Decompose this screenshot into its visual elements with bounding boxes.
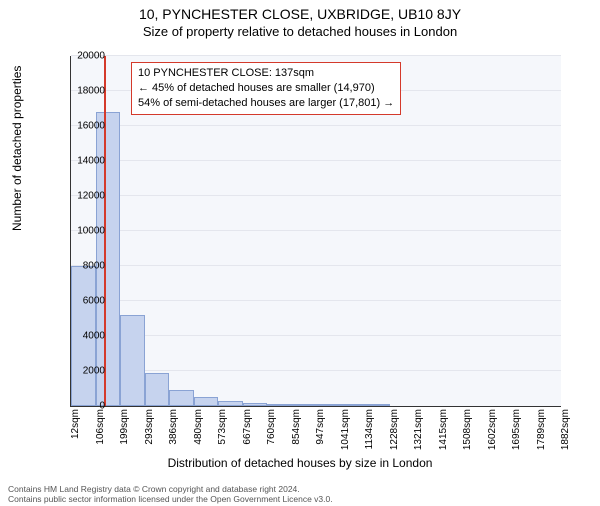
y-tick-label: 6000 <box>65 296 105 307</box>
histogram-bar <box>292 404 317 406</box>
annotation-line: ← 45% of detached houses are smaller (14… <box>138 81 394 96</box>
footer-attribution: Contains HM Land Registry data © Crown c… <box>8 484 333 504</box>
x-axis-label: Distribution of detached houses by size … <box>0 456 600 470</box>
x-tick-label: 1134sqm <box>364 409 375 454</box>
grid-line <box>71 230 561 231</box>
histogram-bar <box>267 404 292 406</box>
histogram-bar <box>194 397 219 406</box>
x-tick-label: 199sqm <box>119 409 130 454</box>
y-tick-label: 8000 <box>65 261 105 272</box>
histogram-bar <box>169 390 194 406</box>
annotation-line: 10 PYNCHESTER CLOSE: 137sqm <box>138 66 394 81</box>
x-tick-label: 667sqm <box>242 409 253 454</box>
footer-line: Contains public sector information licen… <box>8 494 333 504</box>
x-tick-label: 854sqm <box>291 409 302 454</box>
y-tick-label: 20000 <box>65 51 105 62</box>
y-tick-label: 10000 <box>65 226 105 237</box>
x-tick-label: 12sqm <box>70 409 81 454</box>
grid-line <box>71 125 561 126</box>
y-tick-label: 14000 <box>65 156 105 167</box>
annotation-line: 54% of semi-detached houses are larger (… <box>138 96 394 111</box>
x-tick-label: 947sqm <box>315 409 326 454</box>
x-tick-label: 1041sqm <box>340 409 351 454</box>
y-axis-label: Number of detached properties <box>10 66 24 231</box>
chart-plot-area: 10 PYNCHESTER CLOSE: 137sqm← 45% of deta… <box>70 56 561 407</box>
x-tick-label: 1602sqm <box>487 409 498 454</box>
y-tick-label: 4000 <box>65 331 105 342</box>
chart-subtitle: Size of property relative to detached ho… <box>0 24 600 39</box>
y-tick-label: 18000 <box>65 86 105 97</box>
x-tick-label: 106sqm <box>95 409 106 454</box>
annotation-box: 10 PYNCHESTER CLOSE: 137sqm← 45% of deta… <box>131 62 401 115</box>
grid-line <box>71 55 561 56</box>
histogram-bar <box>145 373 170 406</box>
grid-line <box>71 265 561 266</box>
x-tick-label: 1321sqm <box>413 409 424 454</box>
x-tick-label: 293sqm <box>144 409 155 454</box>
grid-line <box>71 195 561 196</box>
chart-title: 10, PYNCHESTER CLOSE, UXBRIDGE, UB10 8JY <box>0 6 600 22</box>
y-tick-label: 12000 <box>65 191 105 202</box>
x-tick-label: 1228sqm <box>389 409 400 454</box>
x-tick-label: 1415sqm <box>438 409 449 454</box>
x-tick-label: 1508sqm <box>462 409 473 454</box>
histogram-bar <box>243 403 268 406</box>
x-tick-label: 573sqm <box>217 409 228 454</box>
x-tick-label: 760sqm <box>266 409 277 454</box>
histogram-bar <box>316 404 341 406</box>
y-tick-label: 16000 <box>65 121 105 132</box>
x-tick-label: 480sqm <box>193 409 204 454</box>
grid-line <box>71 300 561 301</box>
x-tick-label: 386sqm <box>168 409 179 454</box>
histogram-bar <box>120 315 145 406</box>
footer-line: Contains HM Land Registry data © Crown c… <box>8 484 333 494</box>
x-tick-label: 1789sqm <box>536 409 547 454</box>
histogram-bar <box>341 404 366 406</box>
x-tick-label: 1695sqm <box>511 409 522 454</box>
histogram-bar <box>218 401 243 406</box>
y-tick-label: 2000 <box>65 366 105 377</box>
grid-line <box>71 160 561 161</box>
histogram-bar <box>365 404 390 406</box>
x-tick-label: 1882sqm <box>560 409 571 454</box>
